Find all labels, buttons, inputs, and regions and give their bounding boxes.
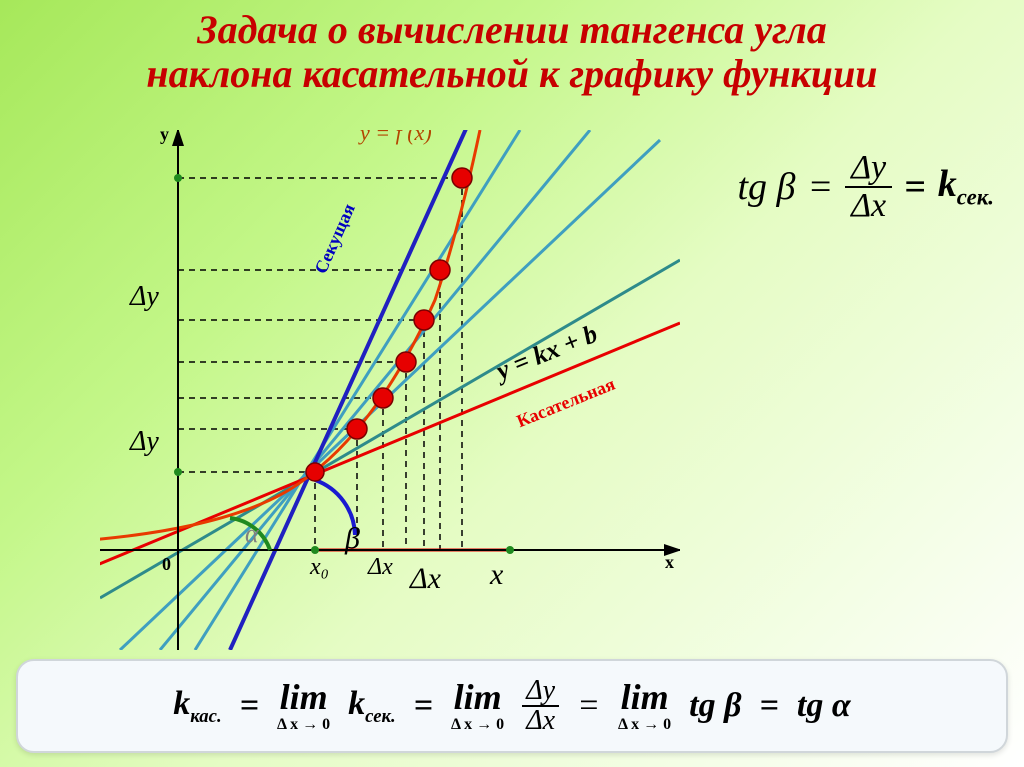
- k-kas: kкас.: [173, 685, 221, 728]
- lim-1: lim Δ x → 0: [277, 679, 330, 733]
- frac-num: Δy: [845, 150, 892, 188]
- svg-text:Δy: Δy: [129, 281, 159, 312]
- svg-text:α: α: [245, 519, 260, 548]
- svg-text:y = kx + b: y = kx + b: [489, 319, 601, 387]
- svg-text:x: x: [665, 552, 674, 572]
- k-sek-k: k: [348, 685, 365, 722]
- bottom-fraction: Δy Δx: [522, 677, 559, 735]
- lim2-text: lim: [454, 679, 502, 715]
- k-letter: k: [938, 163, 957, 205]
- slide-title: Задача о вычислении тангенса угла наклон…: [0, 8, 1024, 96]
- tg-alpha-term: tg α: [797, 687, 851, 725]
- svg-text:β: β: [344, 522, 360, 555]
- eq4: =: [760, 687, 779, 725]
- tg-beta-lhs: tg β: [737, 165, 795, 209]
- k-kas-sub: кас.: [190, 705, 221, 726]
- k-sub: сек.: [957, 185, 994, 210]
- svg-text:Δx: Δx: [367, 554, 393, 580]
- svg-text:0: 0: [162, 554, 171, 574]
- frac-den: Δx: [845, 188, 892, 224]
- svg-text:y = f (x): y = f (x): [358, 130, 432, 145]
- lim-3: lim Δ x → 0: [618, 679, 671, 733]
- tg-beta-term: tg β: [689, 687, 741, 725]
- lim3-text: lim: [621, 679, 669, 715]
- eq2: =: [414, 687, 433, 725]
- lim3-sub: Δ x → 0: [618, 717, 671, 733]
- formula-tg-beta: tg β = Δy Δx = kсек.: [737, 150, 994, 223]
- lim1-text: lim: [280, 679, 328, 715]
- svg-text:Δx: Δx: [409, 562, 442, 595]
- k-sek2: kсек.: [348, 685, 396, 728]
- svg-text:Касательная: Касательная: [514, 374, 618, 432]
- bottom-frac-den: Δx: [522, 707, 559, 735]
- equals1: =: [807, 165, 833, 209]
- k-secant: kсек.: [938, 162, 994, 211]
- graph-svg: Секущая Касательнаяy = kx + b y = f (x) x y 0…: [100, 130, 680, 650]
- lim2-sub: Δ x → 0: [451, 717, 504, 733]
- svg-text:Δy: Δy: [129, 426, 159, 457]
- lim1-sub: Δ x → 0: [277, 717, 330, 733]
- title-line1: Задача о вычислении тангенса угла: [0, 8, 1024, 52]
- bottom-frac-num: Δy: [522, 677, 559, 707]
- k-sek-sub: сек.: [365, 705, 396, 726]
- svg-text:x: x: [489, 558, 504, 591]
- svg-text:Секущая: Секущая: [310, 200, 359, 276]
- graph-area: Секущая Касательнаяy = kx + b y = f (x) x y 0…: [100, 130, 680, 650]
- slide: Задача о вычислении тангенса угла наклон…: [0, 0, 1024, 767]
- lim-2: lim Δ x → 0: [451, 679, 504, 733]
- svg-text:x₀: x₀: [309, 554, 329, 580]
- eq1: =: [240, 687, 259, 725]
- eq3: =: [577, 687, 600, 725]
- formula-bottom-box: kкас. = lim Δ x → 0 kсек. = lim Δ x → 0 …: [16, 659, 1008, 753]
- equals2: =: [904, 165, 926, 209]
- fraction-dy-dx: Δy Δx: [845, 150, 892, 223]
- svg-text:y: y: [160, 130, 169, 144]
- k-kas-k: k: [173, 685, 190, 722]
- title-line2: наклона касательной к графику функции: [0, 52, 1024, 96]
